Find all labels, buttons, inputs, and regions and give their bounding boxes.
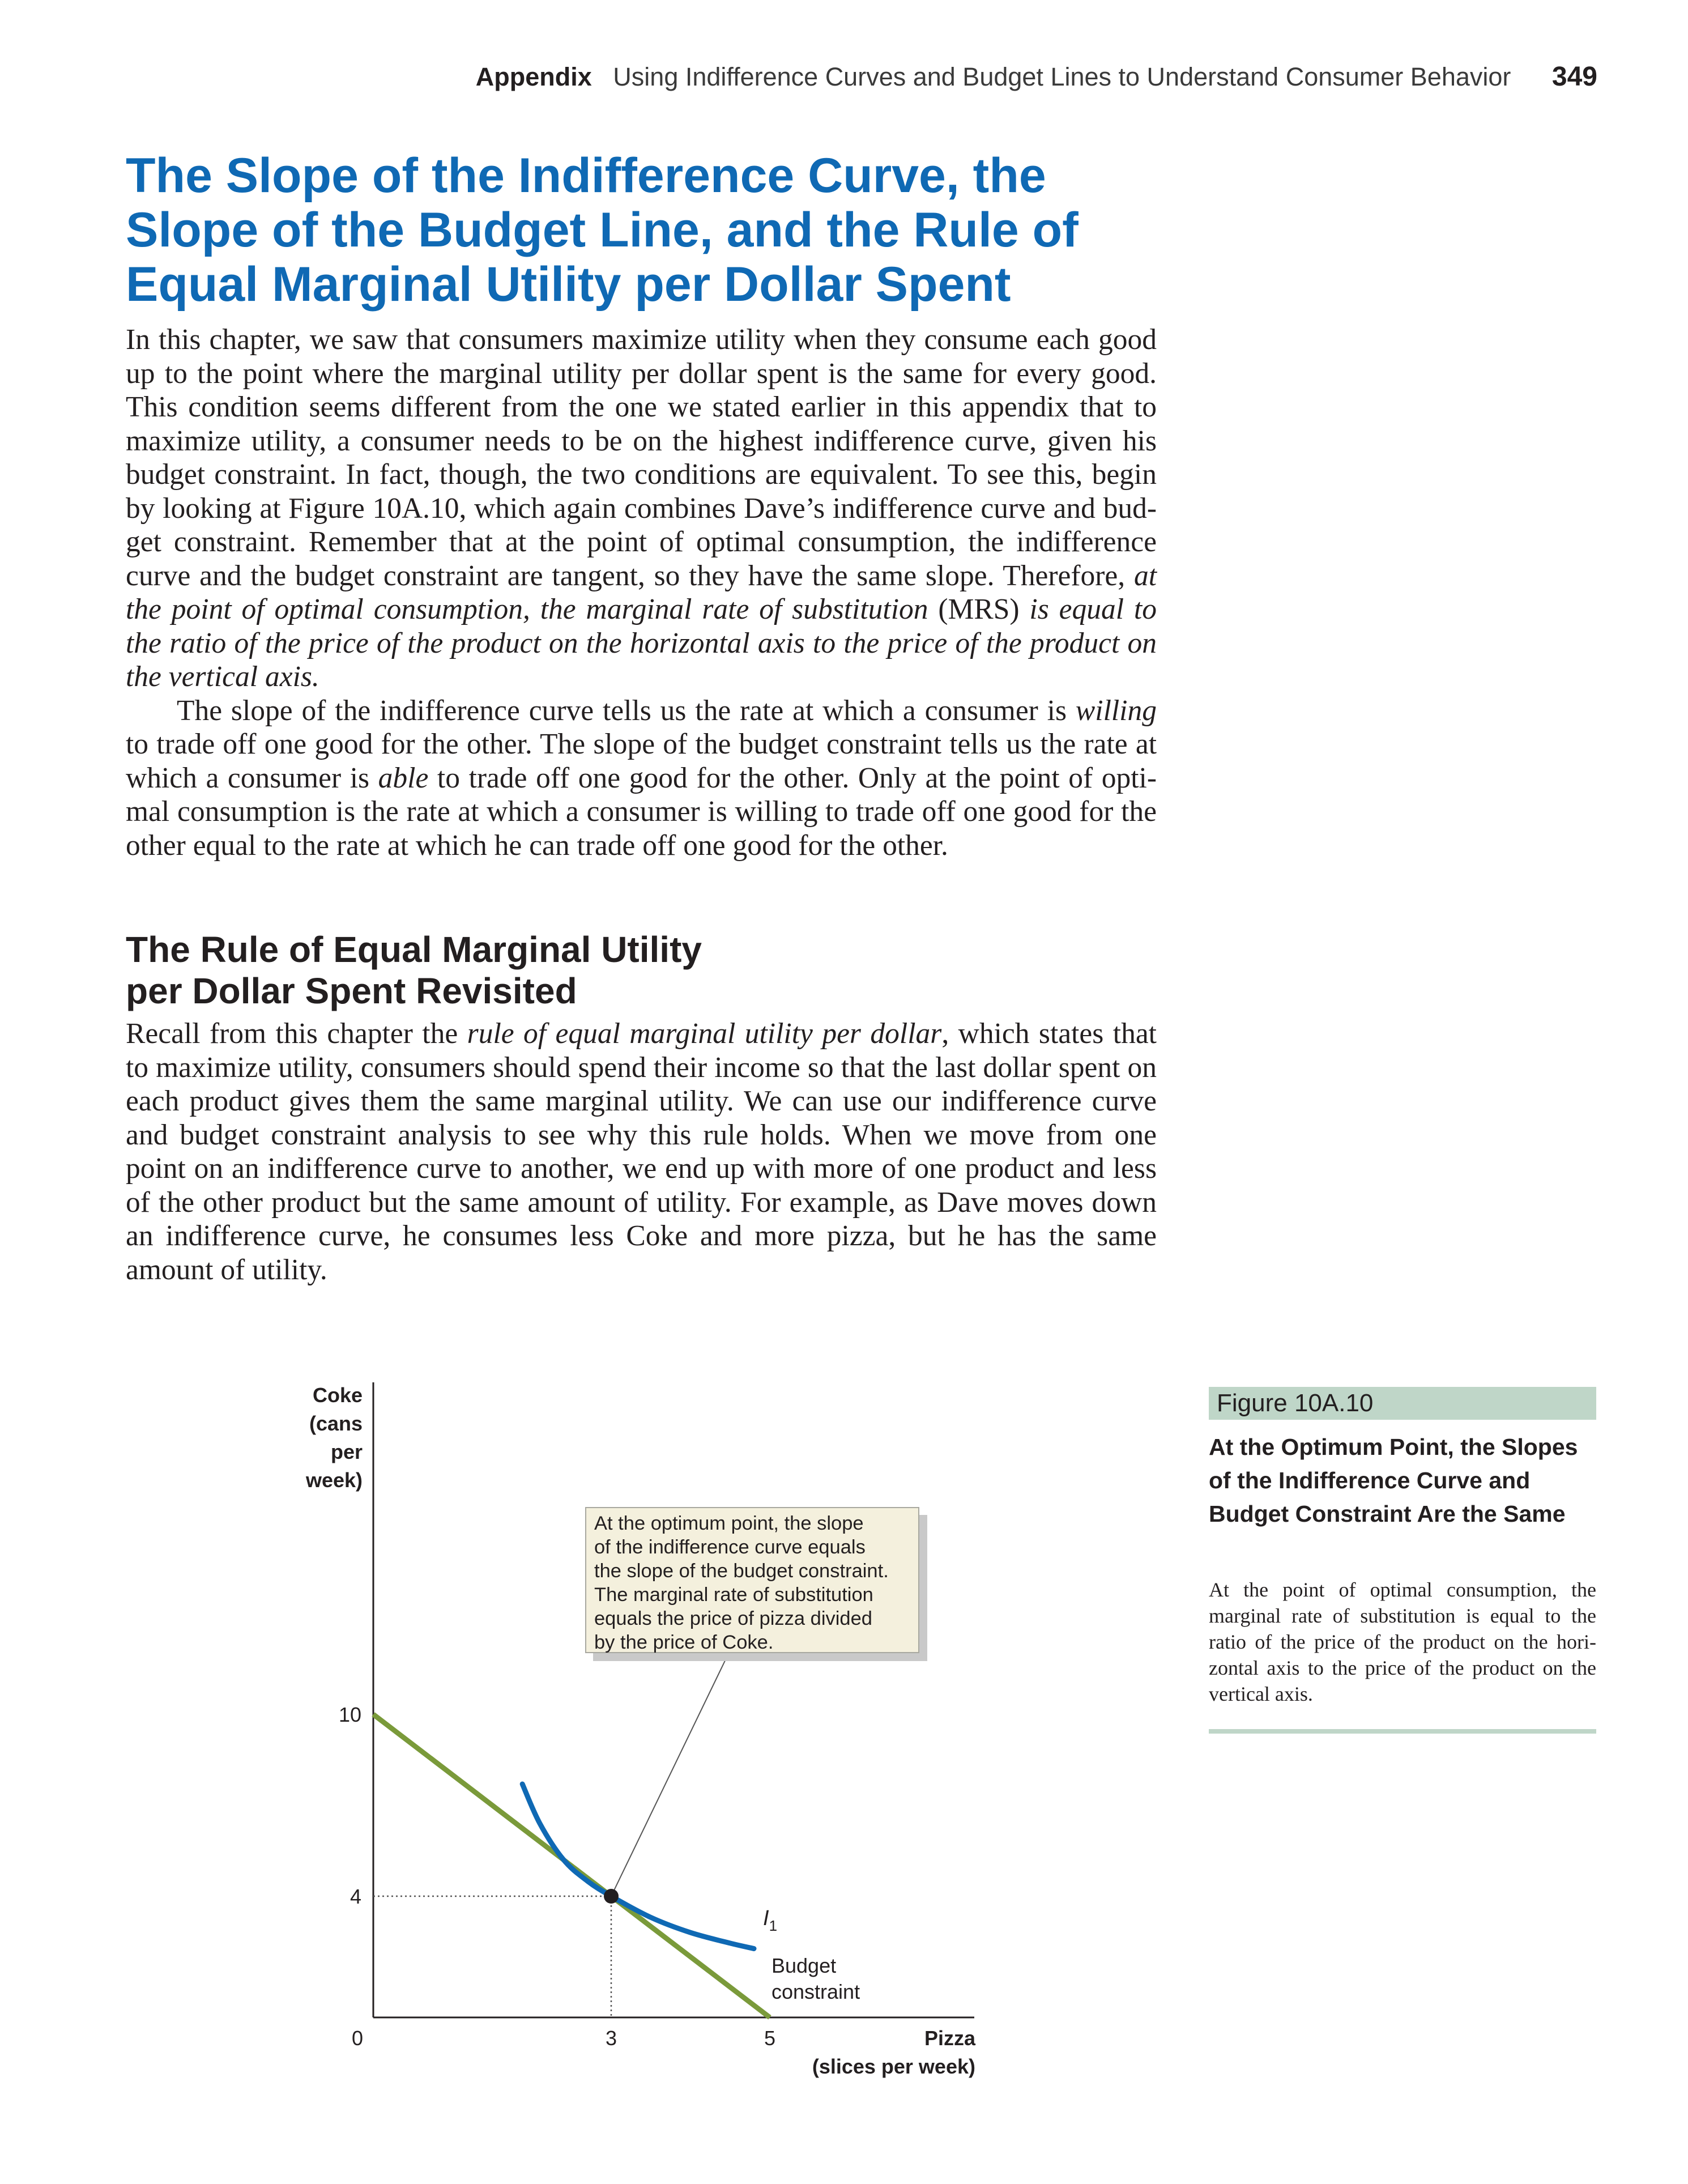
section-heading-line-3: Equal Marginal Utility per Dollar Spent	[126, 257, 1011, 312]
figure-label: Figure 10A.10	[1209, 1387, 1596, 1420]
x-tick-label: 5	[764, 2027, 775, 2050]
y-tick-label: 10	[339, 1703, 361, 1726]
paragraph-2: The slope of the indifference curve tell…	[126, 694, 1157, 863]
running-head-section: Appendix	[475, 62, 592, 91]
running-head-title: Using Indifference Curves and Budget Lin…	[613, 62, 1511, 91]
indifference-curve-i1	[519, 1781, 757, 1952]
body-text-1: In this chapter, we saw that consumers m…	[126, 323, 1157, 862]
paragraph-3-text-b: , which states that to maximize utility,…	[126, 1018, 1157, 1286]
paragraph-1-emphasis-2: is equal to the ratio of the price of th…	[126, 593, 1157, 693]
chart-callout: At the optimum point, the slope of the i…	[585, 1507, 919, 1653]
callout-leader-line	[611, 1657, 727, 1897]
callout-line-2: of the indifference curve equals	[594, 1536, 866, 1558]
x-axis-label-line-1: Pizza	[924, 2027, 976, 2050]
body-text-2: Recall from this chapter the rule of equ…	[126, 1017, 1157, 1287]
subsection-heading-line-1: The Rule of Equal Marginal Utility	[126, 929, 702, 970]
series-labels: I1 Budget constraint	[763, 1906, 860, 2003]
paragraph-1-mid: (MRS)	[928, 593, 1030, 625]
callout-line-1: At the optimum point, the slope	[594, 1513, 864, 1534]
optimum-point	[604, 1889, 619, 1904]
y-axis-label-line-2: (cans	[309, 1412, 363, 1435]
tick-labels: 10 4 0 3 5	[339, 1703, 775, 2050]
running-head: Appendix Using Indifference Curves and B…	[0, 61, 1597, 92]
paragraph-2-text-b: to trade off one good for the other. The…	[126, 728, 1157, 794]
callout-line-5: equals the price of pizza divided	[594, 1608, 872, 1629]
callout-line-4: The marginal rate of substitution	[594, 1584, 873, 1606]
figure-title: At the Optimum Point, the Slopes of the …	[1209, 1434, 1578, 1527]
paragraph-2-emphasis-able: able	[378, 761, 429, 794]
callout-line-6: by the price of Coke.	[594, 1632, 774, 1653]
paragraph-2-text-c: to trade off one good for the other. Onl…	[126, 761, 1157, 862]
subsection-heading: The Rule of Equal Marginal Utility per D…	[126, 929, 975, 1012]
indifference-curve-label-subscript: 1	[769, 1917, 777, 1934]
x-tick-label: 3	[606, 2027, 617, 2050]
paragraph-3-emphasis: rule of equal marginal utility per dolla…	[467, 1018, 942, 1050]
section-heading-line-2: Slope of the Budget Line, and the Rule o…	[126, 203, 1079, 257]
figure-rule	[1209, 1729, 1596, 1734]
budget-constraint-label-line-2: constraint	[771, 1980, 860, 2003]
page-number: 349	[1551, 62, 1597, 92]
paragraph-1: In this chapter, we saw that consumers m…	[126, 323, 1157, 694]
y-tick-label: 4	[350, 1885, 361, 1908]
paragraph-2-emphasis-willing: willing	[1075, 694, 1157, 727]
paragraph-3: Recall from this chapter the rule of equ…	[126, 1017, 1157, 1287]
paragraph-3-text-a: Recall from this chapter the	[126, 1018, 467, 1050]
paragraph-1-text: In this chapter, we saw that consumers m…	[126, 323, 1157, 592]
y-axis-label-line-1: Coke	[313, 1383, 363, 1407]
budget-constraint-label-line-1: Budget	[771, 1954, 836, 1977]
indifference-curve-label: I1	[763, 1906, 777, 1934]
section-heading-line-1: The Slope of the Indifference Curve, the	[126, 148, 1046, 203]
paragraph-2-text-a: The slope of the indifference curve tell…	[177, 694, 1076, 727]
section-heading: The Slope of the Indifference Curve, the…	[126, 148, 1202, 312]
y-axis-label-line-4: week)	[305, 1468, 363, 1492]
paragraph-1-emphasis-1: at the point of optimal consumption, the…	[126, 559, 1157, 626]
axis-labels: Coke (cans per week) Pizza (slices per week)	[305, 1383, 976, 2078]
callout-line-3: the slope of the budget constraint.	[594, 1560, 889, 1582]
y-axis-label-line-3: per	[331, 1440, 363, 1463]
x-axis-label-line-2: (slices per week)	[812, 2055, 975, 2078]
figure-caption: At the point of optimal consumption, the…	[1209, 1578, 1596, 1705]
x-tick-label: 0	[352, 2027, 363, 2050]
subsection-heading-line-2: per Dollar Spent Revisited	[126, 970, 577, 1011]
